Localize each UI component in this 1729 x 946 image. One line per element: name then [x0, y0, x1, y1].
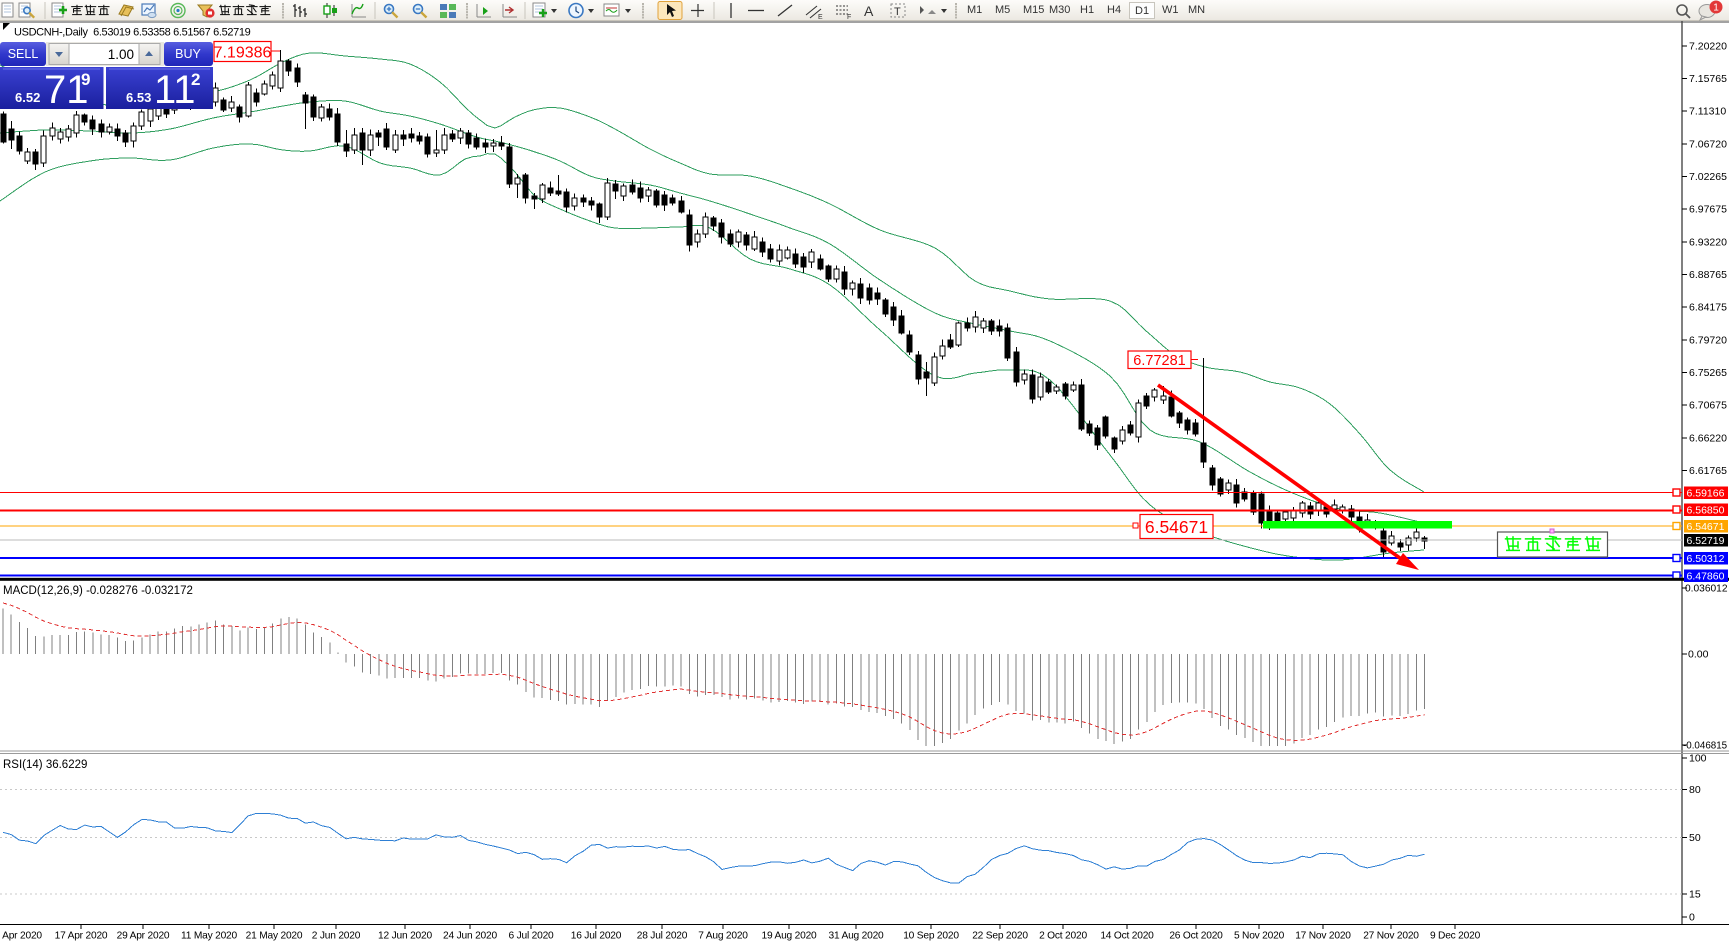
svg-text:6.66220: 6.66220 — [1689, 432, 1727, 444]
svg-text:28 Jul 2020: 28 Jul 2020 — [637, 931, 688, 942]
svg-text:6.84175: 6.84175 — [1689, 302, 1727, 314]
svg-text:Apr 2020: Apr 2020 — [2, 931, 42, 942]
svg-text:A: A — [864, 3, 874, 19]
svg-text:0.036012: 0.036012 — [1685, 584, 1728, 595]
svg-text:6.79720: 6.79720 — [1689, 334, 1727, 346]
svg-text:7.15765: 7.15765 — [1689, 73, 1727, 85]
svg-text:1: 1 — [1713, 3, 1719, 14]
svg-text:6.75265: 6.75265 — [1689, 367, 1727, 379]
svg-text:2 Oct 2020: 2 Oct 2020 — [1039, 931, 1087, 942]
svg-text:6.97675: 6.97675 — [1689, 204, 1727, 216]
svg-text:BUY: BUY — [175, 47, 201, 61]
svg-text:0.00: 0.00 — [1688, 649, 1709, 661]
svg-text:6.54671: 6.54671 — [1145, 517, 1208, 537]
svg-text:31 Aug 2020: 31 Aug 2020 — [828, 931, 884, 942]
svg-text:21 May 2020: 21 May 2020 — [246, 931, 303, 942]
svg-text:17 Apr 2020: 17 Apr 2020 — [55, 931, 108, 942]
svg-text:6.52: 6.52 — [15, 90, 40, 105]
svg-text:6.70675: 6.70675 — [1689, 400, 1727, 412]
svg-text:6.93220: 6.93220 — [1689, 236, 1727, 248]
svg-text:6.47860: 6.47860 — [1687, 571, 1725, 583]
svg-text:7 Aug 2020: 7 Aug 2020 — [698, 931, 748, 942]
svg-text:12 Jun 2020: 12 Jun 2020 — [378, 931, 432, 942]
svg-text:6.59166: 6.59166 — [1687, 488, 1725, 500]
svg-text:15: 15 — [1689, 889, 1701, 901]
svg-text:19 Aug 2020: 19 Aug 2020 — [761, 931, 817, 942]
svg-text:1.00: 1.00 — [108, 47, 134, 62]
svg-text:SELL: SELL — [8, 47, 39, 61]
svg-text:6.50312: 6.50312 — [1687, 553, 1725, 565]
svg-text:10 Sep 2020: 10 Sep 2020 — [903, 931, 959, 942]
svg-text:71: 71 — [44, 68, 89, 109]
svg-text:USDCNH-,Daily 6.53019 6.53358: USDCNH-,Daily 6.53019 6.53358 6.51567 6.… — [14, 27, 251, 39]
svg-text:6.88765: 6.88765 — [1689, 269, 1727, 281]
svg-text:9 Dec 2020: 9 Dec 2020 — [1430, 931, 1481, 942]
svg-text:2: 2 — [191, 70, 200, 89]
svg-text:6.56850: 6.56850 — [1687, 505, 1725, 517]
svg-text:MACD(12,26,9) -0.028276 -0.032: MACD(12,26,9) -0.028276 -0.032172 — [3, 585, 193, 597]
svg-text:29 Apr 2020: 29 Apr 2020 — [117, 931, 170, 942]
svg-text:E: E — [818, 14, 823, 21]
svg-text:27 Nov 2020: 27 Nov 2020 — [1363, 931, 1419, 942]
svg-text:11 May 2020: 11 May 2020 — [181, 931, 237, 942]
svg-text:5 Nov 2020: 5 Nov 2020 — [1234, 931, 1285, 942]
svg-text:16 Jul 2020: 16 Jul 2020 — [571, 931, 622, 942]
svg-text:100: 100 — [1689, 753, 1707, 765]
svg-text:9: 9 — [81, 70, 90, 89]
svg-text:6 Jul 2020: 6 Jul 2020 — [508, 931, 554, 942]
svg-text:7.11310: 7.11310 — [1689, 106, 1726, 118]
svg-text:7.19386: 7.19386 — [214, 44, 272, 61]
svg-text:80: 80 — [1689, 784, 1701, 796]
svg-text:RSI(14) 36.6229: RSI(14) 36.6229 — [3, 759, 87, 771]
svg-text:6.52719: 6.52719 — [1687, 535, 1725, 547]
svg-text:2 Jun 2020: 2 Jun 2020 — [312, 931, 361, 942]
svg-text:17 Nov 2020: 17 Nov 2020 — [1295, 931, 1351, 942]
svg-text:50: 50 — [1689, 832, 1701, 844]
svg-text:24 Jun 2020: 24 Jun 2020 — [443, 931, 497, 942]
svg-text:14 Oct 2020: 14 Oct 2020 — [1100, 931, 1154, 942]
svg-text:0: 0 — [1689, 912, 1695, 924]
svg-text:26 Oct 2020: 26 Oct 2020 — [1169, 931, 1223, 942]
svg-text:11: 11 — [154, 68, 196, 109]
svg-text:6.53: 6.53 — [126, 90, 151, 105]
svg-text:7.06720: 7.06720 — [1689, 138, 1727, 150]
svg-text:6.77281: 6.77281 — [1133, 353, 1185, 369]
svg-text:7.20220: 7.20220 — [1689, 40, 1727, 52]
svg-text:-0.046815: -0.046815 — [1683, 741, 1728, 752]
svg-text:22 Sep 2020: 22 Sep 2020 — [972, 931, 1028, 942]
svg-text:T: T — [894, 6, 901, 18]
svg-text:F: F — [847, 14, 851, 21]
svg-text:7.02265: 7.02265 — [1689, 171, 1727, 183]
svg-text:6.54671: 6.54671 — [1687, 521, 1725, 533]
svg-text:6.61765: 6.61765 — [1689, 465, 1727, 477]
